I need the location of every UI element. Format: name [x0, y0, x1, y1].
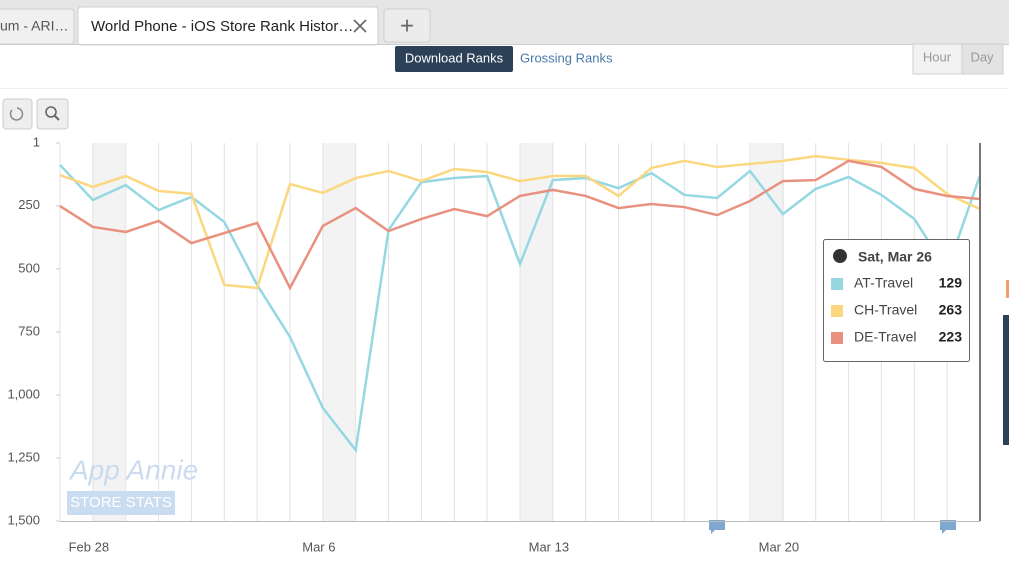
legend-swatch: [831, 278, 843, 290]
tooltip-value: 223: [939, 329, 963, 345]
reset-button[interactable]: [2, 98, 33, 130]
tooltip-value: 129: [939, 275, 963, 291]
reset-icon: [9, 107, 24, 121]
close-tab[interactable]: [353, 19, 367, 33]
annotation-icon[interactable]: [709, 520, 725, 534]
tooltip-date: Sat, Mar 26: [858, 249, 932, 265]
button-label: Download Ranks: [405, 50, 504, 65]
zoom-icon: [54, 115, 60, 121]
grossing-ranks-link[interactable]: Grossing Ranks: [520, 50, 613, 65]
globe-icon: [833, 249, 847, 263]
plot: [59, 143, 981, 521]
x-tick-label: Mar 13: [529, 539, 569, 554]
y-tick-label: 1,000: [7, 386, 40, 401]
x-tick-label: Feb 28: [69, 539, 109, 554]
y-tick-label: 750: [18, 323, 40, 338]
button-label: Day: [970, 49, 994, 64]
series-line: [59, 159, 981, 291]
side-marker: [1006, 280, 1009, 298]
x-tick-label: Mar 20: [759, 539, 799, 554]
new-tab-button[interactable]: [383, 8, 431, 43]
hour-button[interactable]: [912, 43, 963, 75]
legend-label: AT-Travel: [854, 275, 913, 291]
tooltip-value: 263: [939, 302, 963, 318]
y-tick-label: 1: [33, 134, 40, 149]
watermark-badge: [67, 491, 175, 515]
zoom-button[interactable]: [36, 98, 69, 130]
y-tick-label: 1,500: [7, 512, 40, 527]
y-tick-label: 250: [18, 197, 40, 212]
annotation-icon[interactable]: [940, 520, 956, 534]
legend-swatch: [831, 332, 843, 344]
y-tick-label: 1,250: [7, 449, 40, 464]
zoom-icon: [45, 106, 57, 118]
y-tick-label: 500: [18, 260, 40, 275]
new-tab-icon: +: [400, 12, 414, 39]
day-button[interactable]: [961, 43, 1004, 75]
watermark-brand: App Annie: [68, 454, 198, 485]
tab-title: um - ARI…: [0, 18, 68, 34]
button-label: Hour: [923, 49, 952, 64]
download-ranks-button[interactable]: [395, 46, 513, 72]
weekend-band: [323, 143, 356, 521]
weekend-band: [93, 143, 125, 521]
watermark-product: STORE STATS: [70, 494, 172, 511]
legend-swatch: [831, 305, 843, 317]
x-tick-label: Mar 6: [302, 539, 335, 554]
tooltip: [823, 239, 970, 362]
legend-label: DE-Travel: [854, 329, 917, 345]
weekend-band: [520, 143, 553, 521]
legend-label: CH-Travel: [854, 302, 917, 318]
series-line: [59, 154, 981, 290]
series-line: [59, 164, 982, 454]
tab-title: World Phone - iOS Store Rank Histor…: [91, 18, 353, 35]
side-panel: [1003, 315, 1009, 445]
weekend-band: [751, 143, 784, 521]
